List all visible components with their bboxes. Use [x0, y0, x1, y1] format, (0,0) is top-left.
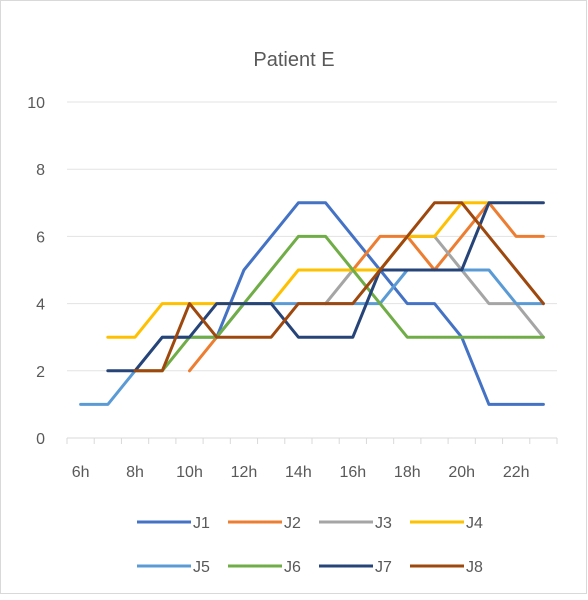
- series-line-j8: [133, 201, 545, 373]
- series-line-j7: [106, 201, 545, 373]
- legend-item-j3: J3: [319, 515, 392, 532]
- legend-label: J7: [375, 559, 392, 576]
- legend-label: J1: [193, 515, 210, 532]
- legend-item-j6: J6: [228, 559, 301, 576]
- x-tick-label: 10h: [176, 464, 203, 481]
- legend-item-j8: J8: [410, 559, 483, 576]
- legend-item-j5: J5: [137, 559, 210, 576]
- legend-label: J4: [466, 515, 483, 532]
- x-tick-label: 14h: [285, 464, 312, 481]
- y-tick-label: 6: [36, 229, 45, 246]
- x-tick-label: 6h: [72, 464, 90, 481]
- y-tick-label: 4: [36, 297, 45, 314]
- series-line-j4: [106, 201, 491, 339]
- y-tick-label: 0: [36, 431, 45, 448]
- axes: 0 2 4 6 8 10 6h 8h 10h 12h 14h 16h 18h 20h 22h: [27, 95, 558, 481]
- legend-item-j2: J2: [228, 515, 301, 532]
- legend-item-j7: J7: [319, 559, 392, 576]
- x-tick-label: 16h: [339, 464, 366, 481]
- y-tick-label: 10: [27, 95, 45, 112]
- series-lines: [79, 201, 545, 406]
- legend-label: J3: [375, 515, 392, 532]
- legend-label: J2: [284, 515, 301, 532]
- y-tick-label: 8: [36, 162, 45, 179]
- x-tick-label: 22h: [503, 464, 530, 481]
- legend-label: J8: [466, 559, 483, 576]
- x-tick-label: 20h: [448, 464, 475, 481]
- y-tick-label: 2: [36, 364, 45, 381]
- legend-item-j4: J4: [410, 515, 483, 532]
- legend-label: J6: [284, 559, 301, 576]
- x-tick-label: 8h: [126, 464, 144, 481]
- x-tick-label: 12h: [231, 464, 258, 481]
- legend-item-j1: J1: [137, 515, 210, 532]
- x-tick-label: 18h: [394, 464, 421, 481]
- legend: J1 J2 J3 J4 J5 J6 J7 J8: [137, 515, 483, 576]
- legend-label: J5: [193, 559, 210, 576]
- series-line-j6: [133, 234, 545, 373]
- chart-title: Patient E: [253, 49, 334, 71]
